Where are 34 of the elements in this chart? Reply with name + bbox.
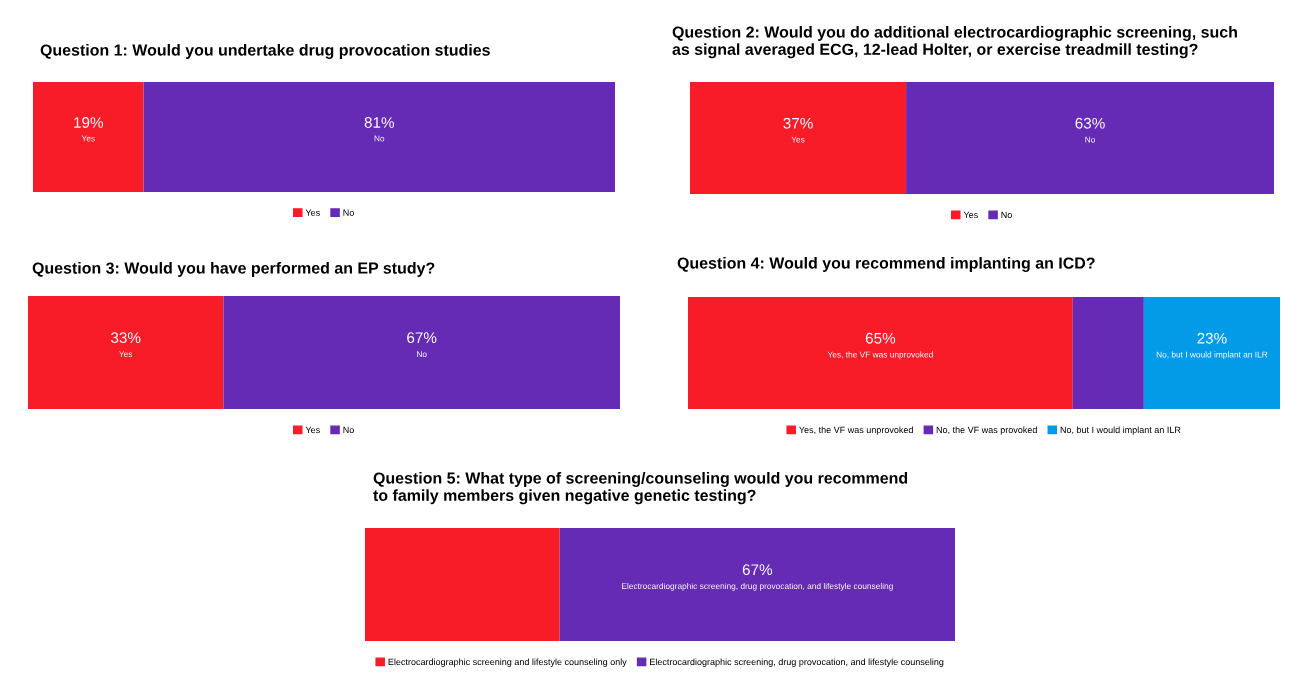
data-label: 65% [865, 332, 896, 344]
legend-label: No [343, 426, 354, 434]
chart-title: Question 3: Would you have performed an EP study? [32, 262, 435, 277]
legend-label: Electrocardiographic screening and lifestyle counseling only [388, 658, 627, 667]
legend-label: No, but I would implant an ILR [1060, 426, 1181, 435]
data-label: 33% [110, 332, 141, 344]
legend-label: Yes [305, 209, 320, 216]
chart-title: Question 5: What type of screening/counseling would you recommend to family members given negative genetic testing? [373, 472, 908, 505]
text: No [1085, 136, 1096, 143]
chart-title: Question 2: Would you do additional electrocardiographic screening, such as signal averaged ECG, 12-lead Holter, or exercise treadmill testing? [672, 26, 1237, 59]
chart-title: Question 4: Would you recommend implanting an ICD? [677, 257, 1095, 272]
data-label: 67% [742, 564, 773, 576]
data-label: 37% [783, 117, 813, 129]
data-label: 63% [1075, 117, 1105, 129]
text: Yes [119, 351, 133, 357]
legend-label: No, the VF was provoked [936, 426, 1037, 435]
data-label: 81% [364, 117, 395, 128]
legend-label: Yes [963, 211, 978, 219]
data-label: 23% [1197, 332, 1227, 344]
text: Yes [81, 135, 95, 142]
legend-label: No [343, 209, 354, 216]
legend-label: Yes [305, 426, 320, 434]
chart-title: Question 1: Would you undertake drug provocation studies [40, 44, 490, 59]
text: Electrocardiographic screening, drug provocation, and lifestyle counseling [622, 582, 893, 591]
legend-label: No [1001, 211, 1012, 219]
data-label: 19% [74, 117, 104, 128]
text: Yes [791, 136, 805, 143]
text: No [374, 135, 385, 142]
text: No [417, 351, 427, 357]
text: No, but I would implant an ILR [1156, 351, 1268, 360]
text: Yes, the VF was unprovoked [827, 351, 933, 360]
legend-label: Yes, the VF was unprovoked [799, 426, 913, 435]
data-label: 67% [407, 332, 437, 344]
legend-label: Electrocardiographic screening, drug provocation, and lifestyle counseling [650, 658, 944, 667]
